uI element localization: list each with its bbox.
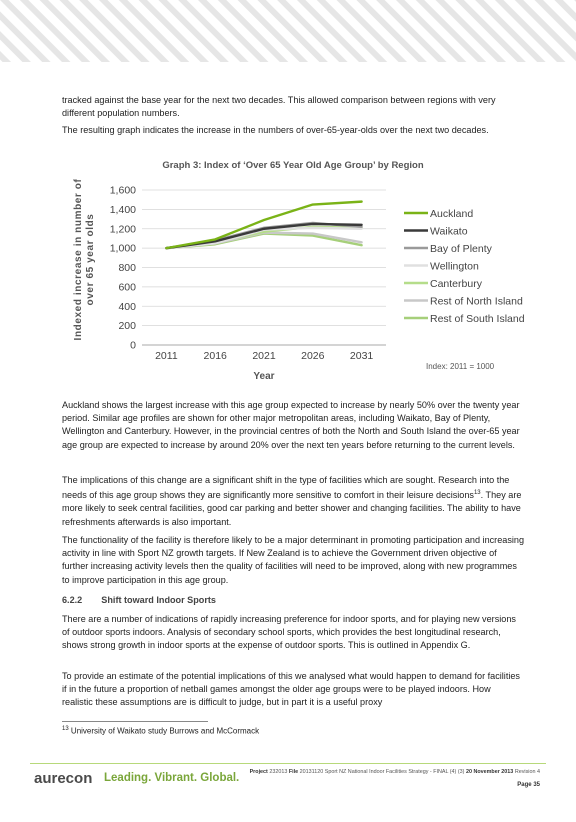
aurecon-logo: aurecon [34,770,93,787]
y-tick-label: 800 [118,262,136,274]
legend-label: Rest of North Island [430,296,523,308]
y-tick-label: 1,400 [110,204,136,216]
paragraph-functionality: The functionality of the facility is the… [62,535,525,585]
x-tick-label: 2021 [252,350,276,362]
section-number: 6.2.2 [62,595,83,605]
series-line [165,200,363,250]
paragraph-estimate: To provide an estimate of the potential … [62,671,520,708]
y-tick-label: 600 [118,281,136,293]
paragraph-indoor-sports: There are a number of indications of rap… [62,614,516,651]
header-hatch-band [0,0,576,62]
x-tick-label: 2031 [350,350,374,362]
footnote-divider [62,721,208,722]
chart-title: Graph 3: Index of ‘Over 65 Year Old Age … [162,160,424,171]
page-number: Page 35 [517,782,540,788]
series-line [165,222,363,250]
section-heading: 6.2.2 Shift toward Indoor Sports [62,594,524,607]
y-tick-label: 1,600 [110,185,136,197]
x-tick-label: 2016 [204,350,228,362]
legend-label: Rest of South Island [430,313,525,325]
x-axis-title: Year [253,371,274,382]
y-tick-label: 200 [118,320,136,332]
legend-label: Waikato [430,226,468,238]
paragraph-implications: The implications of this change are a si… [62,475,522,527]
paragraph-graph-intro: The resulting graph indicates the increa… [62,125,489,135]
y-tick-label: 0 [130,340,136,352]
y-tick-label: 1,000 [110,243,136,255]
index-annotation: Index: 2011 = 1000 [426,362,495,371]
paragraph-intro: tracked against the base year for the ne… [62,95,496,119]
footer-tagline: Leading. Vibrant. Global. [104,772,240,784]
x-tick-label: 2026 [301,350,325,362]
legend-label: Bay of Plenty [430,243,493,255]
legend-label: Wellington [430,261,479,273]
x-tick-label: 2011 [155,350,178,362]
y-tick-label: 400 [118,301,136,313]
footer-project-info: Project 232013 File 20131120 Sport NZ Na… [249,769,540,775]
footnote-ref: 13 [473,490,481,497]
y-axis-title-line2: over 65 year olds [85,214,96,306]
section-title: Shift toward Indoor Sports [101,595,216,605]
legend-label: Auckland [430,208,473,220]
y-axis-title-line1: Indexed increase in number of [73,178,84,340]
footnote: 13 University of Waikato study Burrows a… [62,726,260,736]
y-tick-label: 1,200 [110,223,136,235]
region-index-line-chart: 0 200 400 600 800 1,000 1,200 1,400 1,600 2011 201… [73,178,525,382]
paragraph-auckland: Auckland shows the largest increase with… [62,400,520,450]
legend-label: Canterbury [430,278,483,290]
footer-divider [30,763,546,764]
